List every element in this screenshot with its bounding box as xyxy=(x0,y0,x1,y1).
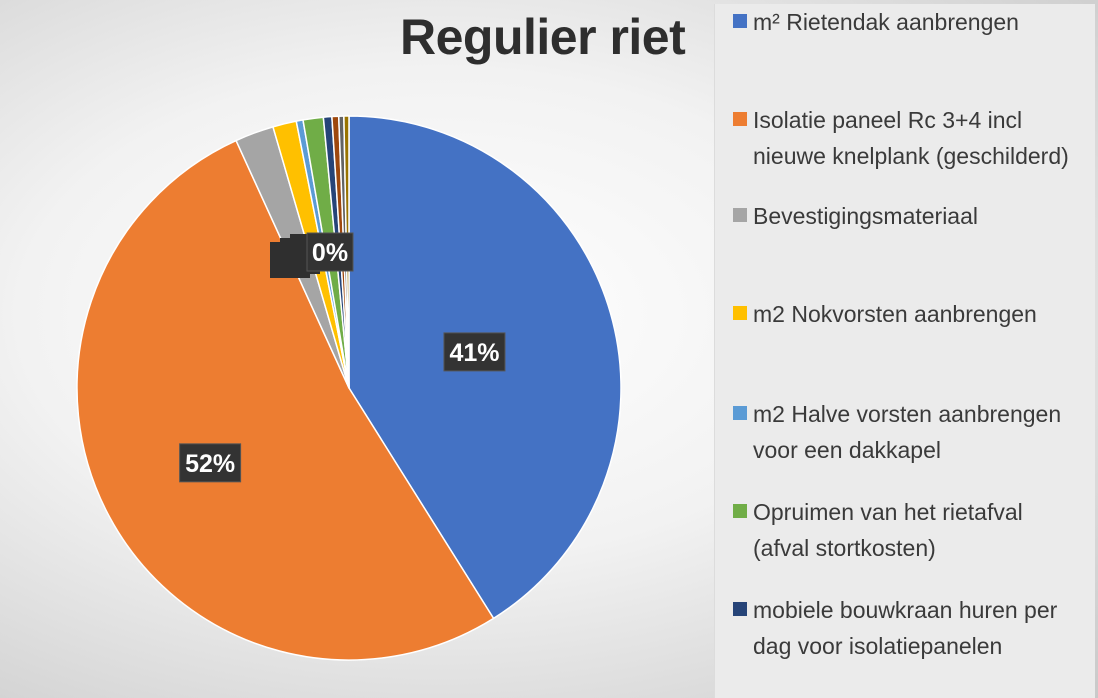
legend-item: m2 Nokvorsten aanbrengen xyxy=(733,296,1083,332)
legend-item: Opruimen van het rietafval (afval stortk… xyxy=(733,494,1083,566)
data-label: 41% xyxy=(449,339,499,367)
legend-swatch xyxy=(733,602,747,616)
legend-swatch xyxy=(733,112,747,126)
legend: m² Rietendak aanbrengen Isolatie paneel R… xyxy=(714,4,1095,698)
legend-item: Isolatie paneel Rc 3+4 incl nieuwe knelp… xyxy=(733,102,1083,174)
legend-label: mobiele bouwkraan huren per dag voor iso… xyxy=(753,597,1058,659)
legend-swatch xyxy=(733,208,747,222)
chart-title: Regulier riet xyxy=(400,9,686,65)
legend-label: Bevestigingsmateriaal xyxy=(753,203,979,229)
data-label-box xyxy=(443,332,506,372)
data-label-box xyxy=(179,443,242,483)
legend-swatch xyxy=(733,504,747,518)
legend-swatch xyxy=(733,406,747,420)
legend-swatch xyxy=(733,14,747,28)
pie-chart: 41% 52% 0% xyxy=(76,115,622,661)
legend-item: mobiele bouwkraan huren per dag voor iso… xyxy=(733,592,1083,664)
data-label: 52% xyxy=(185,450,235,478)
legend-label: m2 Nokvorsten aanbrengen xyxy=(753,301,1037,327)
pie-slice xyxy=(76,139,495,661)
legend-label: Isolatie paneel Rc 3+4 incl nieuwe knelp… xyxy=(753,107,1069,169)
legend-item: Bevestigingsmateriaal xyxy=(733,198,1083,234)
legend-label: m2 Halve vorsten aanbrengen voor een dak… xyxy=(753,401,1062,463)
legend-item: m² Rietendak aanbrengen xyxy=(733,4,1083,40)
legend-swatch xyxy=(733,306,747,320)
data-label: 0% xyxy=(312,239,348,267)
legend-label: m² Rietendak aanbrengen xyxy=(753,9,1019,35)
legend-item: m2 Halve vorsten aanbrengen voor een dak… xyxy=(733,396,1083,468)
legend-label: Opruimen van het rietafval (afval stortk… xyxy=(753,499,1023,561)
data-label-box xyxy=(306,232,354,272)
